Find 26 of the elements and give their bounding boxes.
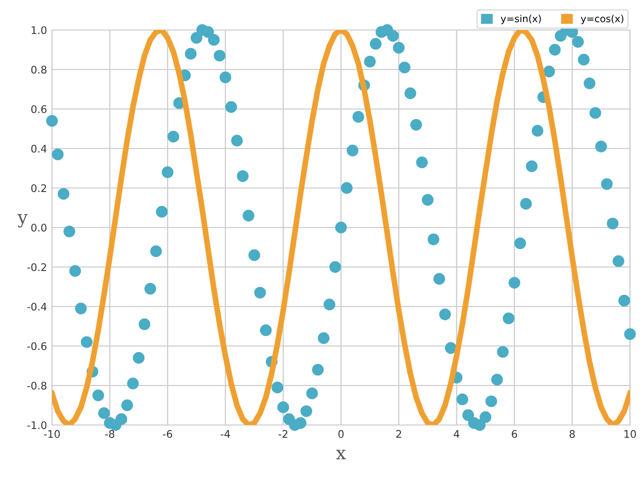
y-tick-label: 1.0 [32,26,46,34]
y-tick-label: 0.4 [31,144,47,153]
y-tick-label: 0.2 [31,184,46,192]
x-axis-title: x [336,450,346,460]
x-tick-label: 4 [454,430,460,438]
y-tick-label: -0.6 [27,342,46,350]
x-tick-label: -4 [220,430,230,438]
y-tick-label: -1.0 [27,421,46,430]
y-tick-label: -0.8 [27,382,46,390]
legend-label: y=sin(x) [500,14,541,24]
x-tick-label: 2 [396,430,402,438]
x-tick-label: -8 [105,430,114,438]
y-tick-label: -0.4 [27,302,47,311]
legend-label: y=cos(x) [580,14,624,24]
x-tick-label: 0 [338,430,344,438]
x-tick-label: 6 [512,430,518,438]
y-tick-label: 0.8 [31,66,46,74]
y-tick-label: 0.6 [31,105,46,114]
y-axis-title: y [17,214,28,228]
x-tick-label: -6 [162,430,172,438]
x-tick-label: -10 [44,430,60,438]
x-tick-label: 10 [624,430,636,438]
y-tick-label: -0.2 [27,263,46,272]
y-tick-label: 0.0 [31,224,46,232]
x-tick-label: -2 [278,430,288,438]
x-tick-label: 8 [570,430,575,438]
